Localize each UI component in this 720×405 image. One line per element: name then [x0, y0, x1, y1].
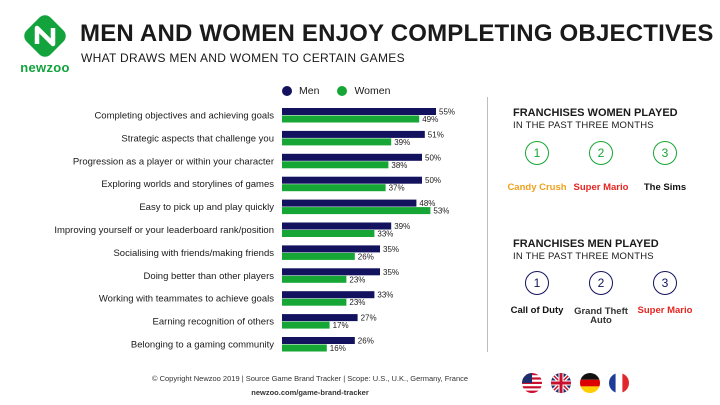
legend-women: Women: [337, 85, 390, 97]
category-label: Easy to pick up and play quickly: [139, 202, 274, 213]
women-bar: [282, 115, 420, 123]
women-bar: [282, 252, 355, 260]
women-value-label: 33%: [377, 230, 393, 239]
men-rank-2: 2: [589, 271, 613, 295]
men-bar: [282, 337, 355, 344]
men-bar: [282, 291, 375, 299]
men-value-label: 55%: [439, 108, 455, 117]
us-flag-icon: [522, 373, 542, 393]
the-sims-logo: The Sims: [643, 181, 687, 193]
women-value-label: 23%: [349, 275, 365, 284]
copyright-text: © Copyright Newzoo 2019 | Source Game Br…: [151, 374, 469, 383]
men-rank-3: 3: [653, 271, 677, 295]
men-bar: [282, 108, 436, 115]
france-flag-icon: [609, 373, 629, 393]
men-value-label: 35%: [383, 268, 399, 277]
category-label: Socialising with friends/making friends: [113, 248, 274, 259]
category-label: Earning recognition of others: [153, 317, 275, 328]
men-bar: [282, 199, 417, 207]
women-rank-1: 1: [525, 141, 549, 165]
women-panel-title: FRANCHISES WOMEN PLAYED: [513, 107, 678, 119]
men-panel-subtitle: IN THE PAST THREE MONTHS: [513, 251, 654, 262]
men-value-label: 51%: [428, 130, 444, 139]
women-rank-3: 3: [653, 141, 677, 165]
category-label: Progression as a player or within your c…: [73, 156, 274, 167]
men-bar: [282, 153, 422, 161]
women-bar: [282, 298, 347, 306]
candy-crush-logo: Candy Crush: [507, 181, 567, 193]
category-label: Completing objectives and achieving goal…: [94, 111, 274, 122]
men-bar: [282, 176, 422, 184]
women-panel-subtitle: IN THE PAST THREE MONTHS: [513, 120, 654, 131]
women-bar: [282, 275, 347, 283]
men-value-label: 35%: [383, 245, 399, 254]
page-title: MEN AND WOMEN ENJOY COMPLETING OBJECTIVE…: [80, 20, 714, 47]
super-mario-logo: Super Mario: [573, 181, 629, 193]
men-rank-1: 1: [525, 271, 549, 295]
legend-men: Men: [282, 85, 319, 97]
men-bar: [282, 268, 380, 276]
men-value-label: 50%: [425, 153, 441, 162]
call-of-duty-logo: Call of Duty: [510, 304, 564, 316]
men-value-label: 39%: [394, 222, 410, 231]
women-bar: [282, 344, 327, 352]
men-value-label: 33%: [377, 291, 393, 300]
category-label: Improving yourself or your leaderboard r…: [54, 225, 274, 236]
women-value-label: 26%: [358, 252, 374, 261]
legend-men-label: Men: [299, 85, 320, 97]
gta-logo: Grand Theft Auto: [574, 306, 628, 326]
women-value-label: 16%: [330, 344, 346, 353]
men-bar: [282, 314, 358, 322]
men-value-label: 48%: [419, 199, 435, 208]
men-bar: [282, 222, 392, 230]
legend-women-swatch: [337, 86, 348, 96]
source-url[interactable]: newzoo.com/game-brand-tracker: [251, 388, 369, 397]
women-bar: [282, 321, 330, 329]
women-value-label: 53%: [433, 207, 449, 216]
women-rank-2: 2: [589, 141, 613, 165]
page-subtitle: WHAT DRAWS MEN AND WOMEN TO CERTAIN GAME…: [81, 51, 405, 65]
women-value-label: 49%: [422, 115, 438, 124]
women-bar: [282, 161, 389, 169]
men-value-label: 26%: [358, 337, 374, 346]
panel-divider: [487, 97, 488, 352]
newzoo-logo: [24, 15, 66, 57]
women-value-label: 17%: [333, 321, 349, 330]
legend-women-label: Women: [354, 85, 391, 97]
men-bar: [282, 130, 425, 138]
category-label: Strategic aspects that challenge you: [121, 133, 274, 144]
category-label: Exploring worlds and storylines of games: [101, 179, 274, 190]
women-value-label: 39%: [394, 138, 410, 147]
women-bar: [282, 138, 392, 146]
men-value-label: 50%: [425, 176, 441, 185]
men-value-label: 27%: [361, 314, 377, 323]
germany-flag-icon: [580, 373, 600, 393]
women-bar: [282, 184, 386, 192]
super-mario-logo-2: Super Mario: [637, 304, 693, 316]
bar-chart: Completing objectives and achieving goal…: [54, 108, 455, 354]
category-label: Belonging to a gaming community: [131, 340, 274, 351]
men-panel-title: FRANCHISES MEN PLAYED: [513, 238, 659, 250]
women-value-label: 38%: [391, 161, 407, 170]
women-value-label: 37%: [389, 184, 405, 193]
legend-men-swatch: [282, 86, 292, 96]
women-value-label: 23%: [349, 298, 365, 307]
category-label: Working with teammates to achieve goals: [99, 294, 274, 305]
country-flags: [522, 373, 629, 393]
category-label: Doing better than other players: [144, 271, 275, 282]
women-bar: [282, 207, 431, 215]
brand-name: newzoo: [20, 60, 70, 75]
uk-flag-icon: [551, 373, 571, 393]
chart-legend: Men Women: [282, 85, 390, 97]
women-bar: [282, 230, 375, 237]
men-bar: [282, 245, 380, 253]
